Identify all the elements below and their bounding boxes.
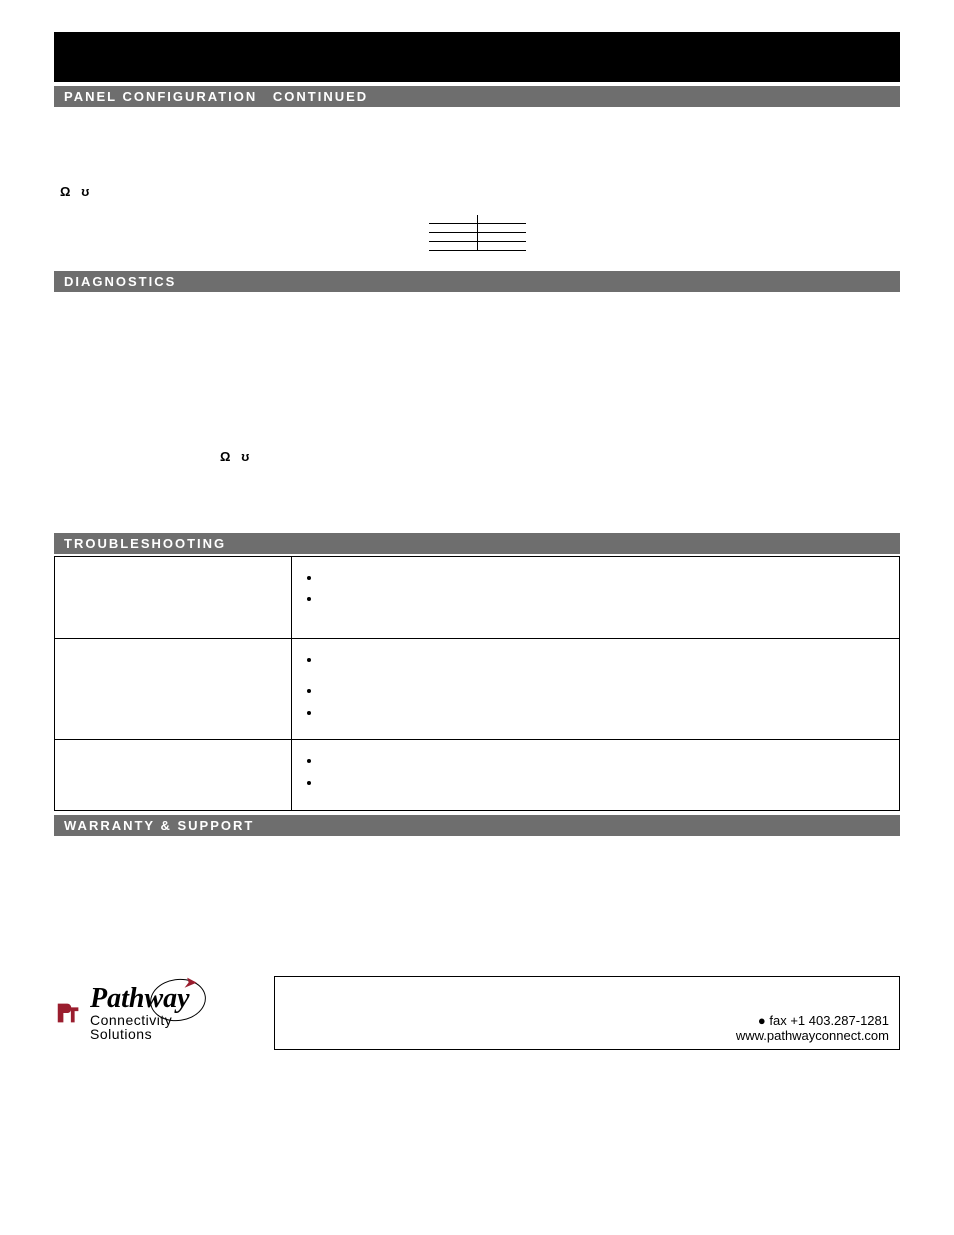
- list-item: [322, 774, 889, 792]
- cell: [477, 232, 526, 241]
- cell: [477, 215, 526, 224]
- warranty-body: [54, 836, 900, 916]
- list-item: [322, 590, 889, 608]
- logo: Pathway ➤ Connectivity Solutions: [54, 978, 254, 1048]
- cell: [429, 223, 478, 232]
- ts-resolution: [291, 556, 899, 638]
- section-troubleshooting: TROUBLESHOOTING: [54, 533, 900, 554]
- panel-config-body: Ω ʊ: [54, 107, 900, 267]
- black-header-bar: [54, 32, 900, 82]
- cell: [477, 241, 526, 250]
- contact-fax: ● fax +1 403.287-1281: [285, 1013, 889, 1028]
- table-row: [429, 241, 526, 250]
- ts-symptom: [55, 740, 292, 810]
- contact-url: www.pathwayconnect.com: [285, 1028, 889, 1043]
- section-title: DIAGNOSTICS: [64, 274, 176, 289]
- table-row: [55, 638, 900, 740]
- ts-resolution: [291, 638, 899, 740]
- contact-box: ● fax +1 403.287-1281 www.pathwayconnect…: [274, 976, 900, 1050]
- section-title: TROUBLESHOOTING: [64, 536, 226, 551]
- ts-symptom: [55, 638, 292, 740]
- ts-resolution: [291, 740, 899, 810]
- table-row: [429, 223, 526, 232]
- section-diagnostics: DIAGNOSTICS: [54, 271, 900, 292]
- arrow-up-icon: Ω: [220, 449, 230, 464]
- list-item: [322, 704, 889, 722]
- section-title-continued: CONTINUED: [273, 89, 368, 104]
- diagnostics-body: Ω ʊ: [54, 292, 900, 529]
- section-warranty: WARRANTY & SUPPORT: [54, 815, 900, 836]
- list-item: [322, 752, 889, 770]
- list-item: [322, 651, 889, 669]
- cell: [429, 232, 478, 241]
- arrow-down-icon: ʊ: [241, 449, 249, 464]
- cell: [429, 215, 478, 224]
- section-title: WARRANTY & SUPPORT: [64, 818, 254, 833]
- troubleshooting-table: [54, 556, 900, 811]
- arrow-down-icon: ʊ: [81, 184, 89, 199]
- logo-brand: Pathway: [90, 983, 190, 1014]
- table-row: [55, 740, 900, 810]
- arrow-up-icon: Ω: [60, 184, 70, 199]
- logo-tick-icon: ➤: [184, 977, 196, 991]
- logo-sub2: Solutions: [90, 1026, 152, 1042]
- table-row: [429, 232, 526, 241]
- cell: [429, 241, 478, 250]
- cell: [477, 223, 526, 232]
- config-table: [429, 215, 526, 251]
- list-item: [322, 682, 889, 700]
- list-item: [322, 569, 889, 587]
- section-panel-config: PANEL CONFIGURATION CONTINUED: [54, 86, 900, 107]
- logo-mark-icon: [54, 998, 84, 1028]
- ts-symptom: [55, 556, 292, 638]
- table-row: [55, 556, 900, 638]
- table-row: [429, 215, 526, 224]
- section-title: PANEL CONFIGURATION: [64, 89, 257, 104]
